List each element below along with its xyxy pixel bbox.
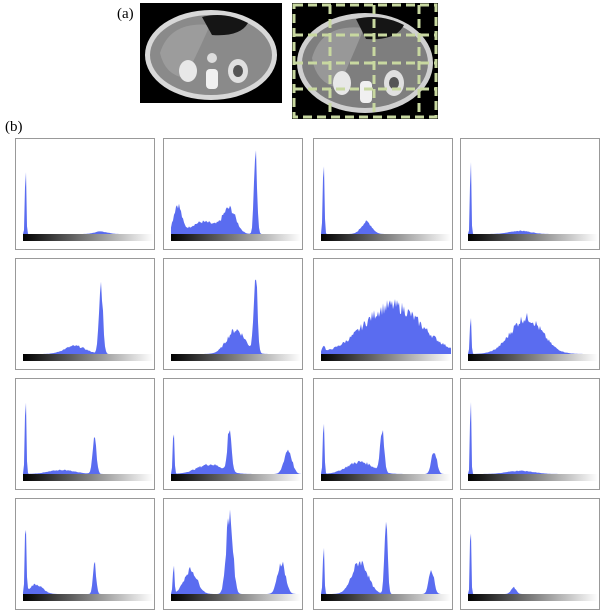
histogram <box>460 258 600 370</box>
histogram <box>313 378 453 490</box>
histogram <box>460 498 600 610</box>
frame <box>461 499 600 610</box>
histogram <box>163 258 303 370</box>
intensity-bar <box>23 474 153 481</box>
histogram <box>15 378 155 490</box>
ct-image <box>140 3 282 103</box>
intensity-bar <box>171 474 301 481</box>
intensity-bar <box>23 354 153 361</box>
intensity-bar <box>23 594 153 601</box>
frame <box>16 379 155 490</box>
intensity-bar <box>468 234 598 241</box>
intensity-bar <box>321 234 451 241</box>
histogram <box>313 138 453 250</box>
intensity-bar <box>468 474 598 481</box>
histogram <box>460 138 600 250</box>
intensity-bar <box>468 594 598 601</box>
histogram <box>163 138 303 250</box>
histogram <box>15 258 155 370</box>
intensity-bar <box>171 594 301 601</box>
panel-label: (a) <box>117 6 134 23</box>
frame <box>314 139 453 250</box>
histogram <box>313 258 453 370</box>
histogram <box>313 498 453 610</box>
histogram <box>15 498 155 610</box>
intensity-bar <box>321 594 451 601</box>
panel-label: (b) <box>5 119 23 136</box>
histogram <box>163 498 303 610</box>
ct-image-grid <box>292 3 438 119</box>
intensity-bar <box>321 474 451 481</box>
histogram <box>163 378 303 490</box>
histogram <box>15 138 155 250</box>
intensity-bar <box>171 234 301 241</box>
intensity-bar <box>468 354 598 361</box>
frame <box>16 139 155 250</box>
histogram <box>460 378 600 490</box>
intensity-bar <box>23 234 153 241</box>
figure: (a) (b) <box>0 0 600 615</box>
intensity-bar <box>321 354 451 361</box>
intensity-bar <box>171 354 301 361</box>
